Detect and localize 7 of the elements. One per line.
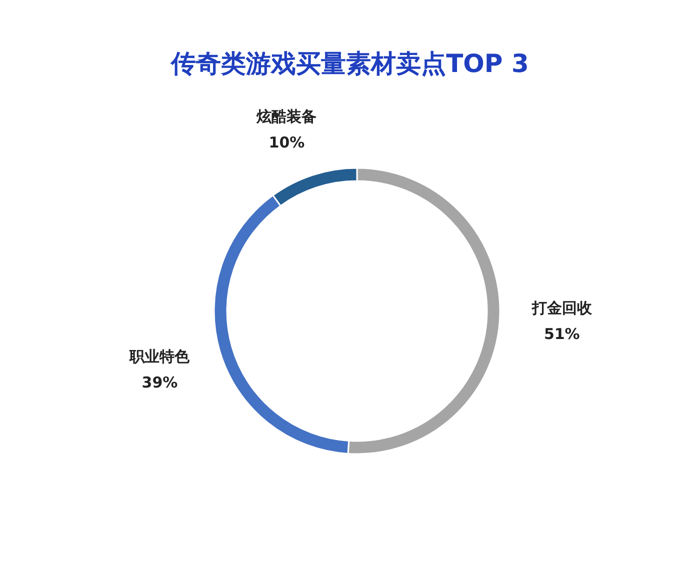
data-label: 10%: [268, 134, 305, 152]
slice-label: 炫酷装备: [256, 108, 317, 126]
chart-title: 传奇类游戏买量素材卖点TOP 3: [170, 49, 529, 78]
slice-label: 打金回收: [530, 299, 593, 318]
data-label: 39%: [142, 373, 178, 392]
data-label: 51%: [544, 325, 580, 344]
slice-label: 职业特色: [128, 347, 191, 366]
